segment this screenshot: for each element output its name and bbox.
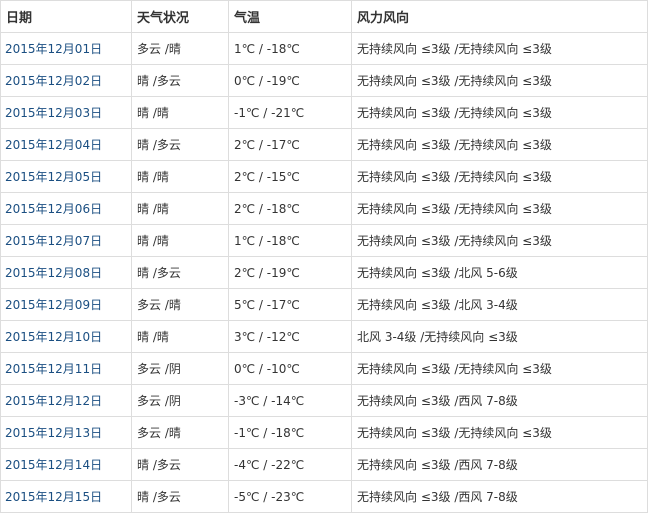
cell-date: 2015年12月03日 <box>0 96 132 129</box>
cell-temperature: -4℃ / -22℃ <box>228 448 352 481</box>
table-row: 2015年12月06日 晴 /晴 2℃ / -18℃ 无持续风向 ≤3级 /无持续风向… <box>0 192 648 225</box>
cell-wind: 无持续风向 ≤3级 /西风 7-8级 <box>351 480 648 513</box>
cell-weather: 晴 /晴 <box>131 320 229 353</box>
table-row: 2015年12月07日 晴 /晴 1℃ / -18℃ 无持续风向 ≤3级 /无持续风向… <box>0 224 648 257</box>
cell-temperature: 5℃ / -17℃ <box>228 288 352 321</box>
table-row: 2015年12月02日 晴 /多云 0℃ / -19℃ 无持续风向 ≤3级 /无持续风… <box>0 64 648 97</box>
cell-wind: 北风 3-4级 /无持续风向 ≤3级 <box>351 320 648 353</box>
header-row: 日期 天气状况 气温 风力风向 <box>0 0 648 33</box>
cell-weather: 晴 /多云 <box>131 64 229 97</box>
cell-date: 2015年12月15日 <box>0 480 132 513</box>
cell-wind: 无持续风向 ≤3级 /无持续风向 ≤3级 <box>351 64 648 97</box>
table-row: 2015年12月01日 多云 /晴 1℃ / -18℃ 无持续风向 ≤3级 /无持续风… <box>0 32 648 65</box>
cell-wind: 无持续风向 ≤3级 /北风 3-4级 <box>351 288 648 321</box>
table-row: 2015年12月10日 晴 /晴 3℃ / -12℃ 北风 3-4级 /无持续风向 ≤… <box>0 320 648 353</box>
date-link[interactable]: 2015年12月03日 <box>5 106 103 120</box>
table-row: 2015年12月08日 晴 /多云 2℃ / -19℃ 无持续风向 ≤3级 /北风 5… <box>0 256 648 289</box>
cell-temperature: 2℃ / -15℃ <box>228 160 352 193</box>
cell-date: 2015年12月10日 <box>0 320 132 353</box>
cell-wind: 无持续风向 ≤3级 /无持续风向 ≤3级 <box>351 224 648 257</box>
cell-wind: 无持续风向 ≤3级 /西风 7-8级 <box>351 448 648 481</box>
cell-date: 2015年12月01日 <box>0 32 132 65</box>
date-link[interactable]: 2015年12月14日 <box>5 458 103 472</box>
cell-temperature: -3℃ / -14℃ <box>228 384 352 417</box>
cell-date: 2015年12月09日 <box>0 288 132 321</box>
cell-weather: 晴 /多云 <box>131 256 229 289</box>
cell-date: 2015年12月12日 <box>0 384 132 417</box>
date-link[interactable]: 2015年12月11日 <box>5 362 103 376</box>
cell-weather: 多云 /阴 <box>131 384 229 417</box>
date-link[interactable]: 2015年12月08日 <box>5 266 103 280</box>
cell-weather: 多云 /晴 <box>131 288 229 321</box>
date-link[interactable]: 2015年12月07日 <box>5 234 103 248</box>
cell-temperature: -1℃ / -18℃ <box>228 416 352 449</box>
date-link[interactable]: 2015年12月02日 <box>5 74 103 88</box>
cell-temperature: 2℃ / -18℃ <box>228 192 352 225</box>
cell-weather: 晴 /多云 <box>131 448 229 481</box>
cell-date: 2015年12月02日 <box>0 64 132 97</box>
cell-weather: 晴 /晴 <box>131 192 229 225</box>
cell-temperature: 1℃ / -18℃ <box>228 224 352 257</box>
date-link[interactable]: 2015年12月05日 <box>5 170 103 184</box>
table-row: 2015年12月04日 晴 /多云 2℃ / -17℃ 无持续风向 ≤3级 /无持续风… <box>0 128 648 161</box>
date-link[interactable]: 2015年12月12日 <box>5 394 103 408</box>
cell-weather: 晴 /多云 <box>131 480 229 513</box>
table-row: 2015年12月05日 晴 /晴 2℃ / -15℃ 无持续风向 ≤3级 /无持续风向… <box>0 160 648 193</box>
table-row: 2015年12月12日 多云 /阴 -3℃ / -14℃ 无持续风向 ≤3级 /西风 … <box>0 384 648 417</box>
date-link[interactable]: 2015年12月10日 <box>5 330 103 344</box>
cell-date: 2015年12月13日 <box>0 416 132 449</box>
cell-date: 2015年12月14日 <box>0 448 132 481</box>
cell-date: 2015年12月06日 <box>0 192 132 225</box>
cell-temperature: -5℃ / -23℃ <box>228 480 352 513</box>
cell-weather: 多云 /阴 <box>131 352 229 385</box>
table-row: 2015年12月13日 多云 /晴 -1℃ / -18℃ 无持续风向 ≤3级 /无持续… <box>0 416 648 449</box>
cell-temperature: -1℃ / -21℃ <box>228 96 352 129</box>
header-temperature: 气温 <box>228 0 352 33</box>
date-link[interactable]: 2015年12月09日 <box>5 298 103 312</box>
cell-wind: 无持续风向 ≤3级 /无持续风向 ≤3级 <box>351 192 648 225</box>
cell-wind: 无持续风向 ≤3级 /无持续风向 ≤3级 <box>351 96 648 129</box>
table-row: 2015年12月03日 晴 /晴 -1℃ / -21℃ 无持续风向 ≤3级 /无持续风… <box>0 96 648 129</box>
cell-date: 2015年12月05日 <box>0 160 132 193</box>
date-link[interactable]: 2015年12月04日 <box>5 138 103 152</box>
cell-weather: 多云 /晴 <box>131 416 229 449</box>
cell-temperature: 2℃ / -17℃ <box>228 128 352 161</box>
cell-wind: 无持续风向 ≤3级 /无持续风向 ≤3级 <box>351 352 648 385</box>
table-row: 2015年12月09日 多云 /晴 5℃ / -17℃ 无持续风向 ≤3级 /北风 3… <box>0 288 648 321</box>
table-row: 2015年12月14日 晴 /多云 -4℃ / -22℃ 无持续风向 ≤3级 /西风 … <box>0 448 648 481</box>
cell-temperature: 1℃ / -18℃ <box>228 32 352 65</box>
cell-weather: 多云 /晴 <box>131 32 229 65</box>
cell-temperature: 3℃ / -12℃ <box>228 320 352 353</box>
cell-wind: 无持续风向 ≤3级 /无持续风向 ≤3级 <box>351 416 648 449</box>
cell-wind: 无持续风向 ≤3级 /无持续风向 ≤3级 <box>351 160 648 193</box>
date-link[interactable]: 2015年12月13日 <box>5 426 103 440</box>
cell-date: 2015年12月04日 <box>0 128 132 161</box>
cell-temperature: 0℃ / -10℃ <box>228 352 352 385</box>
cell-wind: 无持续风向 ≤3级 /无持续风向 ≤3级 <box>351 128 648 161</box>
cell-temperature: 0℃ / -19℃ <box>228 64 352 97</box>
table-row: 2015年12月11日 多云 /阴 0℃ / -10℃ 无持续风向 ≤3级 /无持续风… <box>0 352 648 385</box>
cell-weather: 晴 /晴 <box>131 160 229 193</box>
table-row: 2015年12月15日 晴 /多云 -5℃ / -23℃ 无持续风向 ≤3级 /西风 … <box>0 480 648 513</box>
date-link[interactable]: 2015年12月15日 <box>5 490 103 504</box>
date-link[interactable]: 2015年12月06日 <box>5 202 103 216</box>
header-weather: 天气状况 <box>131 0 229 33</box>
cell-date: 2015年12月11日 <box>0 352 132 385</box>
cell-wind: 无持续风向 ≤3级 /无持续风向 ≤3级 <box>351 32 648 65</box>
header-wind: 风力风向 <box>351 0 648 33</box>
cell-weather: 晴 /晴 <box>131 224 229 257</box>
cell-date: 2015年12月08日 <box>0 256 132 289</box>
header-date: 日期 <box>0 0 132 33</box>
cell-temperature: 2℃ / -19℃ <box>228 256 352 289</box>
cell-wind: 无持续风向 ≤3级 /北风 5-6级 <box>351 256 648 289</box>
date-link[interactable]: 2015年12月01日 <box>5 42 103 56</box>
cell-date: 2015年12月07日 <box>0 224 132 257</box>
cell-weather: 晴 /晴 <box>131 96 229 129</box>
cell-weather: 晴 /多云 <box>131 128 229 161</box>
cell-wind: 无持续风向 ≤3级 /西风 7-8级 <box>351 384 648 417</box>
